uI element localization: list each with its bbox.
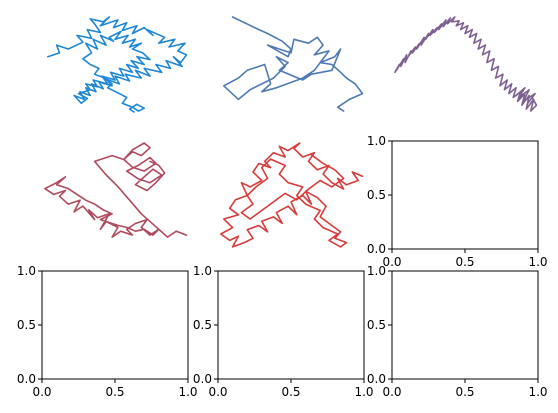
x-tick-label: 0.5	[455, 255, 474, 269]
x-tick-label: 0.5	[281, 385, 300, 399]
y-tick-label: 1.0	[193, 264, 212, 278]
subplot-row1-col3	[394, 16, 538, 112]
subplot-row2-col1	[44, 142, 188, 238]
y-tick-label: 1.0	[367, 134, 386, 148]
random-walk-line-row1-col1	[46, 16, 188, 113]
x-tick-label: 0.0	[208, 385, 227, 399]
y-tick-label: 0.0	[367, 242, 386, 256]
x-tick-label: 1.0	[178, 385, 197, 399]
x-tick-label: 0.0	[382, 255, 401, 269]
y-tick-label: 0.5	[193, 318, 212, 332]
x-tick-label: 0.0	[382, 385, 401, 399]
x-tick-label: 1.0	[528, 385, 547, 399]
y-tick-label: 1.0	[17, 264, 36, 278]
subplot-row1-col2	[223, 16, 364, 112]
y-tick-label: 0.5	[367, 318, 386, 332]
random-walk-line-row2-col1	[44, 142, 188, 238]
random-walk-line-row2-col2	[220, 142, 364, 248]
y-tick-label: 0.0	[367, 372, 386, 386]
subplot-row2-col3: 0.0 0.5 1.0 0.0 0.5 1.0	[367, 134, 548, 269]
subplot-row2-col2	[220, 142, 364, 248]
subplot-row3-col3: 0.0 0.5 1.0 0.0 0.5 1.0	[367, 264, 548, 399]
subplot-row3-col2: 0.0 0.5 1.0 0.0 0.5 1.0	[193, 264, 374, 399]
random-walk-line-row1-col3	[394, 16, 538, 112]
x-tick-label: 0.0	[32, 385, 51, 399]
x-tick-label: 1.0	[354, 385, 373, 399]
axes-frame-row3-col1	[41, 270, 189, 380]
x-tick-label: 0.5	[455, 385, 474, 399]
axes-frame-row3-col2	[217, 270, 365, 380]
axes-frame-row3-col3	[391, 270, 539, 380]
y-tick-label: 1.0	[367, 264, 386, 278]
random-walk-line-row1-col2	[223, 16, 364, 112]
axes-frame-row2-col3	[391, 140, 539, 250]
y-tick-label: 0.0	[193, 372, 212, 386]
subplot-row3-col1: 0.0 0.5 1.0 0.0 0.5 1.0	[17, 264, 198, 399]
y-tick-label: 0.5	[17, 318, 36, 332]
y-tick-label: 0.5	[367, 188, 386, 202]
y-tick-label: 0.0	[17, 372, 36, 386]
x-tick-label: 1.0	[528, 255, 547, 269]
subplot-row1-col1	[46, 16, 188, 113]
x-tick-label: 0.5	[105, 385, 124, 399]
